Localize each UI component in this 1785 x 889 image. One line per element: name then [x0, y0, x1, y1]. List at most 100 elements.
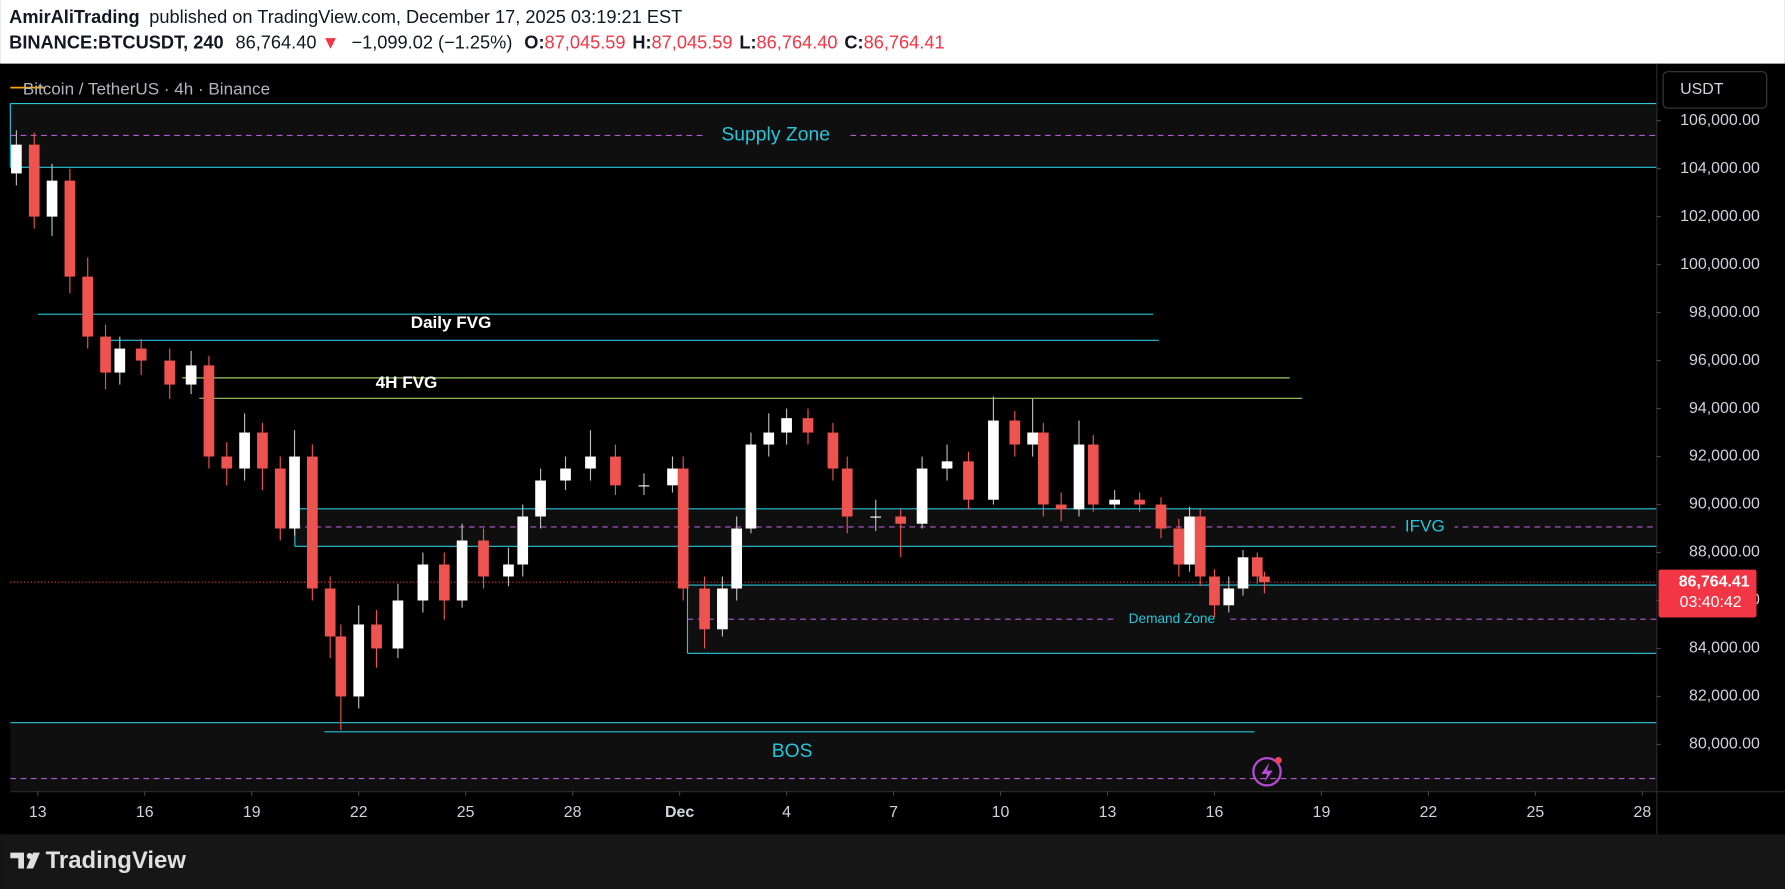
zone-label-bg [702, 121, 849, 149]
candle-body [535, 480, 546, 517]
brand[interactable]: TradingView [46, 847, 187, 874]
y-tick-label: 90,000.00 [1689, 496, 1760, 513]
candle-body [307, 456, 318, 589]
x-tick-label: 16 [1206, 804, 1224, 821]
candle-body [135, 348, 147, 361]
candle-body [517, 516, 529, 565]
candle-body [46, 180, 58, 217]
candle-body [1259, 576, 1270, 583]
legend: Bitcoin / TetherUS · 4h · Binance [23, 79, 270, 98]
x-tick-label: Dec [665, 804, 694, 821]
x-tick-label: 22 [350, 804, 368, 821]
brand-logo[interactable]: TradingView [10, 847, 186, 874]
y-tick-label: 80,000.00 [1689, 736, 1760, 753]
candle-body [1055, 504, 1067, 510]
x-tick-label: 10 [992, 804, 1010, 821]
price-tag-label: 86,764.41 [1679, 573, 1750, 590]
y-tick-label: 88,000.00 [1689, 544, 1760, 561]
alert-dot[interactable] [1274, 756, 1282, 764]
candle-body [392, 600, 404, 649]
zone-label: IFVG [1405, 516, 1445, 535]
x-tick-label: 4 [782, 804, 791, 821]
candle-body [1134, 499, 1145, 505]
ohlc-value: 86,764.41 [864, 32, 945, 52]
ohlc-key: C: [844, 32, 863, 52]
candle-body [203, 365, 215, 457]
ohlc-key: H: [632, 32, 651, 52]
candle-body [1073, 444, 1085, 510]
zone-label: Demand Zone [1129, 611, 1215, 626]
candle-body [353, 624, 365, 697]
candle-body [841, 468, 853, 517]
candle-body [941, 461, 953, 469]
candle-body [585, 456, 596, 469]
zone-label-bg [765, 738, 819, 766]
zone-label: Supply Zone [721, 124, 830, 146]
header-bg [0, 0, 1785, 64]
currency[interactable]: USDT [1680, 81, 1724, 98]
author: AmirAliTrading [9, 7, 139, 27]
ohlc-key: L: [739, 32, 756, 52]
candle-body [963, 461, 974, 500]
arrow: ▼ [322, 32, 340, 52]
footer-bg [0, 834, 1785, 889]
candle-body [289, 456, 300, 529]
x-tick-label: 25 [1527, 804, 1545, 821]
candle-body [456, 540, 468, 601]
candle-body [1184, 516, 1195, 565]
candle-body [677, 468, 689, 589]
price: 86,764.40 [236, 32, 317, 52]
x-tick-label: 28 [564, 804, 582, 821]
candle-body [324, 588, 336, 637]
candle-body [1173, 528, 1185, 565]
candle-body [870, 516, 882, 518]
brand-dot[interactable] [26, 853, 33, 859]
candle-body [1109, 499, 1120, 505]
x-tick-label: 28 [1634, 804, 1652, 821]
chart-bg [0, 63, 1785, 835]
candle-body [667, 468, 678, 486]
candle-body [185, 365, 197, 385]
candle-body [100, 336, 111, 373]
candle-body [1237, 557, 1249, 589]
zone-label: BOS [772, 740, 813, 762]
candle-body [1194, 516, 1206, 577]
candle-body [895, 516, 907, 524]
candle-body [82, 276, 94, 337]
currency-button[interactable] [1662, 71, 1768, 109]
y-tick-label: 94,000.00 [1689, 400, 1760, 417]
y-tick-label: 106,000.00 [1680, 112, 1760, 129]
candle-body [699, 588, 710, 630]
x-tick-label: 7 [889, 804, 898, 821]
candle-body [438, 564, 450, 601]
annotation: Daily FVG [411, 313, 492, 332]
y-tick-label: 82,000.00 [1689, 688, 1760, 705]
zone [10, 722, 1657, 792]
candle-body [638, 485, 650, 487]
alert-bolt[interactable] [1261, 762, 1273, 783]
candle-body [916, 468, 928, 524]
candle-body [763, 432, 775, 445]
candle-body [164, 360, 176, 385]
y-tick-label: 92,000.00 [1689, 448, 1760, 465]
y-tick-label: 104,000.00 [1680, 160, 1760, 177]
y-tick-label: 98,000.00 [1689, 304, 1760, 321]
x-tick-label: 16 [136, 804, 154, 821]
alert-ring[interactable] [1252, 756, 1282, 787]
ohlc-value: 87,045.59 [652, 32, 733, 52]
ohlc-value: 86,764.40 [757, 32, 838, 52]
candle-body [503, 564, 514, 577]
candle-body [560, 468, 571, 481]
x-tick-label: 22 [1420, 804, 1438, 821]
candle-body [64, 180, 76, 277]
x-tick-label: 19 [1313, 804, 1331, 821]
candle-body [274, 468, 286, 529]
header-line-1: AmirAliTrading published on TradingView.… [9, 7, 682, 27]
ohlc-value: 87,045.59 [545, 32, 626, 52]
candle-body [781, 418, 792, 433]
candle-body [1027, 432, 1038, 445]
y-tick-label: 102,000.00 [1680, 208, 1760, 225]
alert-icon[interactable] [1252, 756, 1282, 787]
